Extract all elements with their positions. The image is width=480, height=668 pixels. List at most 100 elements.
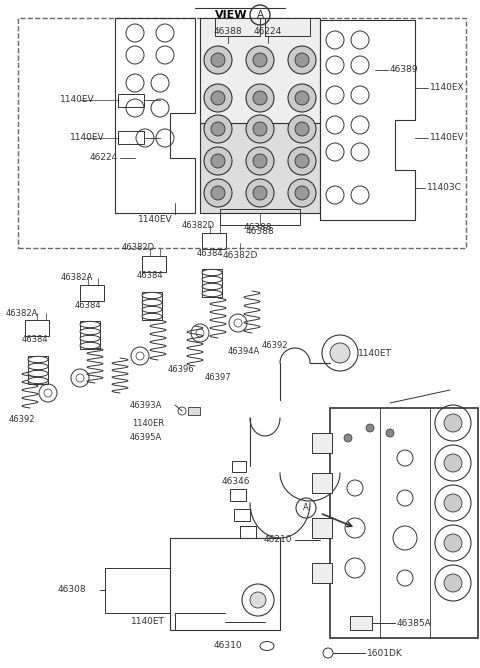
Text: 46396: 46396 <box>168 365 194 375</box>
Text: 46224: 46224 <box>254 27 282 35</box>
Text: 46392: 46392 <box>262 341 288 349</box>
Circle shape <box>211 91 225 105</box>
Circle shape <box>253 186 267 200</box>
Circle shape <box>295 186 309 200</box>
Text: 46395A: 46395A <box>130 434 162 442</box>
Bar <box>312 473 332 493</box>
Text: 1140EV: 1140EV <box>138 216 172 224</box>
Circle shape <box>386 429 394 437</box>
Circle shape <box>444 534 462 552</box>
Circle shape <box>295 91 309 105</box>
Ellipse shape <box>202 277 222 283</box>
Text: 46310: 46310 <box>214 641 242 651</box>
Ellipse shape <box>142 313 162 320</box>
Text: 1601DK: 1601DK <box>367 649 403 657</box>
Bar <box>312 518 332 538</box>
Circle shape <box>253 53 267 67</box>
Ellipse shape <box>142 299 162 306</box>
Text: 11403C: 11403C <box>427 184 462 192</box>
Circle shape <box>250 592 266 608</box>
Bar <box>215 18 260 36</box>
Circle shape <box>330 343 350 363</box>
Circle shape <box>246 46 274 74</box>
Circle shape <box>204 147 232 175</box>
Bar <box>80 321 100 349</box>
Text: 46393A: 46393A <box>130 401 162 409</box>
Text: 46388: 46388 <box>246 226 274 236</box>
Text: 46210: 46210 <box>264 536 292 544</box>
Circle shape <box>366 424 374 432</box>
Circle shape <box>288 115 316 143</box>
Text: 46392: 46392 <box>9 415 35 424</box>
Circle shape <box>246 115 274 143</box>
Text: 46384: 46384 <box>22 335 48 345</box>
Text: 46382D: 46382D <box>121 244 155 253</box>
Ellipse shape <box>260 641 274 651</box>
Text: VIEW: VIEW <box>215 10 248 20</box>
Bar <box>234 509 250 521</box>
Text: 46385A: 46385A <box>397 619 432 627</box>
Bar <box>80 285 104 301</box>
Ellipse shape <box>80 342 100 349</box>
Circle shape <box>204 115 232 143</box>
Bar <box>200 123 320 213</box>
Text: 1140EV: 1140EV <box>430 134 465 142</box>
Ellipse shape <box>202 283 222 290</box>
Circle shape <box>295 154 309 168</box>
Text: 46384: 46384 <box>137 271 163 281</box>
Circle shape <box>253 122 267 136</box>
Circle shape <box>295 53 309 67</box>
Bar <box>312 433 332 453</box>
Text: 46388: 46388 <box>244 224 272 232</box>
Circle shape <box>288 179 316 207</box>
Bar <box>350 616 372 630</box>
Circle shape <box>246 147 274 175</box>
Bar <box>232 461 246 472</box>
Circle shape <box>444 454 462 472</box>
Circle shape <box>253 91 267 105</box>
Bar <box>200 18 320 123</box>
Text: 1140EV: 1140EV <box>70 134 105 142</box>
Bar <box>142 256 166 272</box>
Bar <box>265 18 310 36</box>
Text: A: A <box>303 504 309 512</box>
Bar <box>18 18 466 248</box>
Bar <box>118 94 144 107</box>
Ellipse shape <box>80 335 100 341</box>
Circle shape <box>344 434 352 442</box>
Circle shape <box>288 46 316 74</box>
Circle shape <box>246 84 274 112</box>
Ellipse shape <box>28 356 48 363</box>
Ellipse shape <box>80 329 100 335</box>
Bar <box>330 408 478 638</box>
Text: 46382D: 46382D <box>181 220 215 230</box>
Text: 1140EX: 1140EX <box>430 84 465 92</box>
Ellipse shape <box>202 269 222 276</box>
Circle shape <box>246 179 274 207</box>
Circle shape <box>211 186 225 200</box>
Circle shape <box>288 84 316 112</box>
Text: 46384: 46384 <box>75 301 101 309</box>
Text: 46382A: 46382A <box>6 309 38 317</box>
Bar <box>202 269 222 297</box>
Bar <box>188 407 200 415</box>
Text: 46346: 46346 <box>222 478 251 486</box>
Text: 46384: 46384 <box>197 248 223 257</box>
Circle shape <box>444 414 462 432</box>
Circle shape <box>204 46 232 74</box>
Text: 46389: 46389 <box>390 65 419 75</box>
Circle shape <box>211 53 225 67</box>
Bar <box>202 233 226 249</box>
Circle shape <box>211 122 225 136</box>
Circle shape <box>295 122 309 136</box>
Text: 46397: 46397 <box>205 373 232 383</box>
Bar <box>220 209 300 225</box>
Text: 1140ET: 1140ET <box>358 349 392 357</box>
Circle shape <box>204 179 232 207</box>
Ellipse shape <box>142 307 162 313</box>
Circle shape <box>444 574 462 592</box>
Bar <box>28 356 48 384</box>
Text: 1140ER: 1140ER <box>132 418 164 428</box>
Bar <box>142 292 162 320</box>
Ellipse shape <box>202 291 222 297</box>
